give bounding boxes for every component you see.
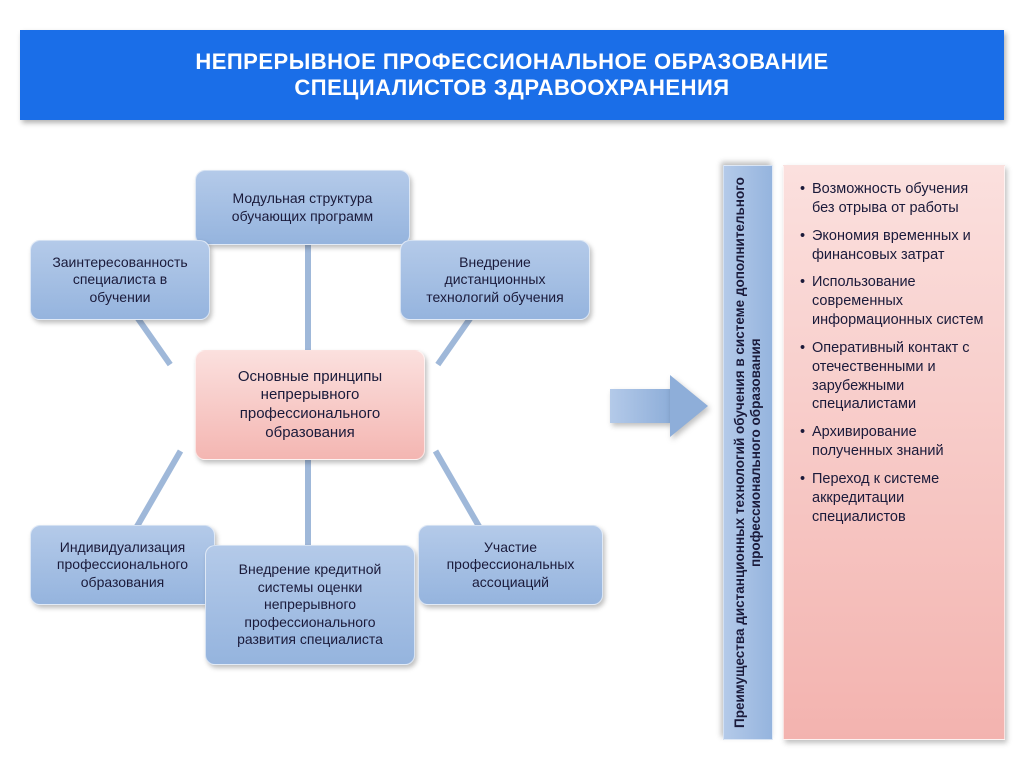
connector: [433, 450, 483, 531]
list-item: Экономия временных и финансовых затрат: [800, 227, 992, 265]
list-item: Оперативный контакт с отечественными и з…: [800, 339, 992, 414]
node-top-right-label: Внедрение дистанционных технологий обуче…: [411, 254, 579, 307]
connector: [435, 314, 474, 367]
node-bottom-left: Индивидуализация профессионального образ…: [30, 525, 215, 605]
node-bottom: Внедрение кредитной системы оценки непре…: [205, 545, 415, 665]
advantages-panel: Возможность обучения без отрыва от работ…: [783, 165, 1005, 740]
title-line-2: СПЕЦИАЛИСТОВ ЗДРАВООХРАНЕНИЯ: [20, 75, 1004, 101]
node-top-right: Внедрение дистанционных технологий обуче…: [400, 240, 590, 320]
vertical-label: Преимущества дистанционных технологий об…: [723, 165, 773, 740]
node-top-label: Модульная структура обучающих программ: [206, 190, 399, 225]
title-line-1: НЕПРЕРЫВНОЕ ПРОФЕССИОНАЛЬНОЕ ОБРАЗОВАНИЕ: [20, 49, 1004, 75]
node-center: Основные принципы непрерывного профессио…: [195, 350, 425, 460]
node-bottom-left-label: Индивидуализация профессионального образ…: [41, 539, 204, 592]
connector: [133, 314, 172, 367]
list-item: Использование современных информационных…: [800, 273, 992, 330]
connector: [305, 450, 311, 560]
node-top-left-label: Заинтересованность специалиста в обучени…: [41, 254, 199, 307]
connector: [133, 450, 183, 531]
node-bottom-right: Участие профессиональных ассоциаций: [418, 525, 603, 605]
list-item: Переход к системе аккредитации специалис…: [800, 470, 992, 527]
connector: [305, 240, 311, 360]
node-center-label: Основные принципы непрерывного профессио…: [206, 368, 414, 443]
list-item: Возможность обучения без отрыва от работ…: [800, 180, 992, 218]
page-title: НЕПРЕРЫВНОЕ ПРОФЕССИОНАЛЬНОЕ ОБРАЗОВАНИЕ…: [20, 30, 1004, 120]
vertical-label-text: Преимущества дистанционных технологий об…: [732, 176, 764, 729]
node-top: Модульная структура обучающих программ: [195, 170, 410, 245]
node-top-left: Заинтересованность специалиста в обучени…: [30, 240, 210, 320]
list-item: Архивирование полученных знаний: [800, 423, 992, 461]
advantages-list: Возможность обучения без отрыва от работ…: [800, 180, 992, 527]
node-bottom-label: Внедрение кредитной системы оценки непре…: [216, 561, 404, 649]
node-bottom-right-label: Участие профессиональных ассоциаций: [429, 539, 592, 592]
